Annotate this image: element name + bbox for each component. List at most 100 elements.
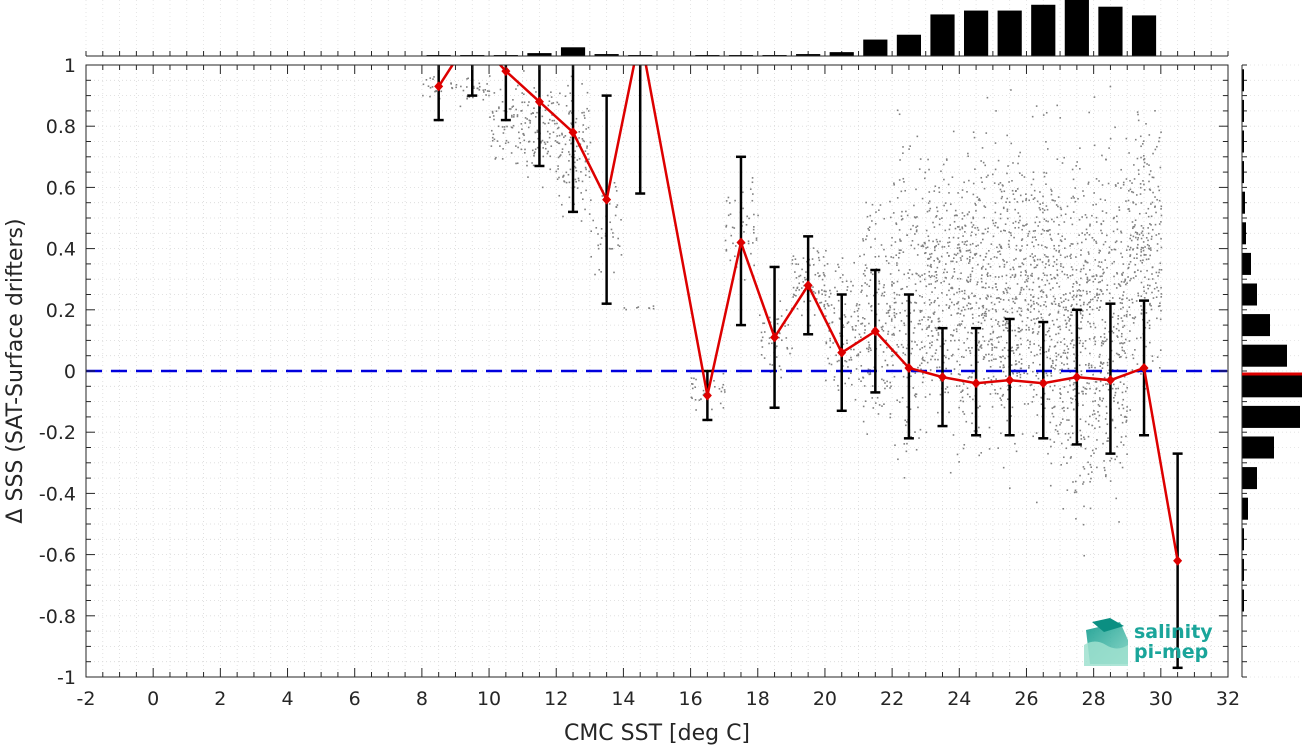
x-tick-label: 16 [678,688,702,710]
mean-marker [1072,372,1082,383]
scatter-point [1040,403,1043,406]
scatter-point [1080,445,1082,448]
scatter-point [996,337,999,339]
scatter-point [787,324,790,326]
scatter-point [1097,296,1099,299]
scatter-point [868,344,871,346]
scatter-point [1059,392,1061,394]
scatter-point [1102,268,1104,271]
scatter-point [943,354,946,357]
scatter-point [547,150,549,153]
scatter-point [854,336,857,339]
scatter-point [1160,286,1162,289]
scatter-point [557,165,559,167]
scatter-point [1145,345,1147,348]
scatter-point [725,249,728,252]
scatter-point [901,210,903,213]
scatter-point [1160,296,1163,298]
scatter-point [948,228,951,231]
scatter-point [986,230,989,233]
scatter-point [980,280,983,283]
scatter-point [903,324,906,327]
scatter-point [925,229,928,232]
scatter-point [1027,277,1030,280]
scatter-point [530,113,533,115]
scatter-point [831,321,834,323]
scatter-point [1081,309,1083,312]
scatter-point [1136,257,1138,260]
top-hist-bar [1031,4,1056,56]
scatter-point [1033,318,1035,320]
scatter-point [1084,260,1087,263]
scatter-point [991,325,993,328]
scatter-point [1108,292,1111,295]
scatter-point [725,224,728,227]
scatter-point [1033,197,1036,199]
scatter-point [1064,433,1067,435]
scatter-point [574,150,576,152]
scatter-point [979,405,981,408]
scatter-point [1095,274,1098,276]
scatter-point [893,326,896,329]
scatter-point [895,312,898,315]
scatter-point [1006,327,1009,330]
scatter-point [586,145,588,148]
scatter-point [614,185,617,188]
scatter-point [988,448,991,450]
scatter-point [1097,411,1099,413]
scatter-point [1009,232,1012,234]
scatter-point [1067,276,1069,279]
scatter-point [928,257,931,260]
scatter-point [1147,287,1150,290]
scatter-point [1089,301,1091,303]
scatter-point [1012,300,1015,303]
scatter-point [493,118,495,121]
scatter-point [855,304,858,307]
scatter-point [1065,308,1067,311]
scatter-point [1082,289,1085,292]
scatter-point [523,134,525,137]
scatter-point [1090,298,1092,301]
scatter-point [1121,302,1123,305]
scatter-point [1038,310,1040,313]
scatter-point [490,145,493,147]
scatter-point [1113,400,1115,403]
scatter-point [1052,265,1055,268]
scatter-point [1126,386,1128,389]
scatter-point [1027,275,1029,277]
scatter-point [1080,249,1082,251]
scatter-point [1074,489,1077,492]
scatter-point [482,89,485,91]
scatter-point [961,196,963,199]
mean-marker [1173,555,1183,566]
scatter-point [778,336,780,339]
scatter-point [652,305,655,307]
scatter-point [1006,398,1009,401]
scatter-point [867,348,870,351]
scatter-point [862,420,865,423]
scatter-point [1090,466,1092,469]
scatter-point [762,322,764,325]
scatter-point [927,318,929,321]
scatter-point [917,243,920,246]
scatter-point [975,302,978,304]
scatter-point [1099,398,1101,401]
scatter-point [581,112,583,114]
scatter-point [478,82,481,85]
scatter-point [1140,251,1143,253]
scatter-point [556,135,558,137]
scatter-point [891,283,893,286]
scatter-point [1014,227,1016,229]
scatter-point [560,203,563,206]
scatter-point [1099,198,1102,201]
scatter-point [569,110,572,112]
scatter-point [1000,356,1002,359]
scatter-point [1047,260,1050,263]
scatter-point [1120,335,1123,338]
scatter-point [1116,272,1118,274]
scatter-point [979,297,981,300]
scatter-point [1140,336,1142,339]
scatter-point [974,168,976,171]
scatter-point [1121,404,1124,406]
scatter-point [785,337,788,339]
